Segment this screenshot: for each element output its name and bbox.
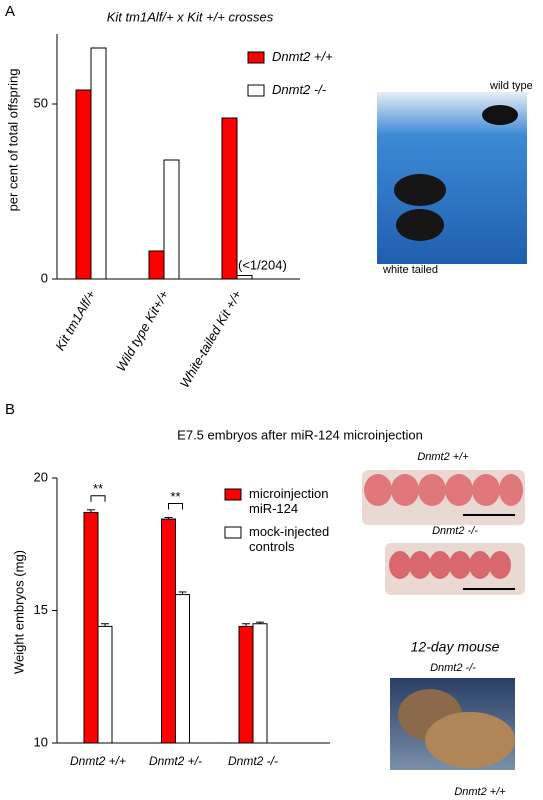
embryos <box>389 551 511 579</box>
legend-box: Dnmt2 -/- <box>272 82 327 97</box>
bar <box>75 89 92 280</box>
x-tick-label: Dnmt2 +/- <box>149 754 202 768</box>
y-tick-label: 15 <box>34 602 48 617</box>
bar <box>175 594 190 744</box>
bar <box>236 275 253 280</box>
bar <box>221 117 238 280</box>
image-label: Dnmt2 -/- <box>432 525 478 537</box>
legend-swatch <box>224 526 242 539</box>
bar <box>83 511 99 744</box>
image-label: wild type <box>489 80 533 92</box>
legend-box: microinjection miR-124 <box>249 486 329 516</box>
y-tick-label: 0 <box>41 270 48 285</box>
panel-label: B <box>5 401 15 418</box>
image-label: Dnmt2 +/+ <box>417 451 469 463</box>
significance-bracket <box>90 495 106 502</box>
mouse <box>394 174 446 206</box>
legend-swatch <box>247 84 265 97</box>
bar <box>252 623 268 744</box>
significance-label: ** <box>170 489 180 504</box>
image-label: 12-day mouse <box>411 639 500 655</box>
y-tick-label: 10 <box>34 734 48 749</box>
error-bar <box>256 621 264 624</box>
y-tick-label: 50 <box>34 95 48 110</box>
error-bar <box>164 516 173 520</box>
significance-label: ** <box>93 481 103 496</box>
embryos <box>364 474 523 506</box>
legend-box: Dnmt2 +/+ <box>272 49 333 64</box>
image-label: Dnmt2 +/+ <box>454 786 506 798</box>
legend-label: mock-injected controls <box>249 524 330 554</box>
legend-swatch <box>224 488 242 501</box>
image-label: Dnmt2 -/- <box>430 662 476 674</box>
annotation: (<1/204) <box>238 257 287 272</box>
x-tick-label: Dnmt2 +/+ <box>70 754 126 768</box>
error-bar <box>178 591 187 595</box>
error-bar <box>101 623 109 627</box>
y-axis-label: Weight embryos (mg) <box>11 550 26 674</box>
bar <box>161 518 176 744</box>
x-tick-label: White-tailed Kit +/+ <box>177 287 245 390</box>
x-tick-label: Wild type Kit+/+ <box>113 287 172 374</box>
bar <box>238 625 254 744</box>
y-axis-label: per cent of total offspring <box>5 69 20 212</box>
x-tick-label: Dnmt2 -/- <box>228 754 278 768</box>
legend-label: Dnmt2 -/- <box>272 82 327 97</box>
legend-box: mock-injected controls <box>249 524 330 554</box>
x-tick-label: Kit tm1Alf/+ <box>52 287 99 353</box>
chart-title: Kit tm1Alf/+ x Kit +/+ crosses <box>107 9 274 24</box>
y-tick-label: 20 <box>34 469 48 484</box>
error-bar <box>242 623 250 627</box>
bar <box>90 47 107 280</box>
pup <box>425 712 515 768</box>
legend-label: microinjection miR-124 <box>249 486 329 516</box>
mouse <box>482 105 518 125</box>
bar <box>148 250 165 280</box>
legend-label: Dnmt2 +/+ <box>272 49 333 64</box>
image-label: white tailed <box>382 264 438 276</box>
significance-bracket <box>168 502 183 510</box>
bar <box>97 625 113 744</box>
chart-title: E7.5 embryos after miR-124 microinjectio… <box>177 427 423 442</box>
error-bar <box>87 509 95 513</box>
legend-swatch <box>247 51 265 64</box>
bar <box>163 159 180 280</box>
mouse <box>396 209 444 241</box>
panel-label: A <box>5 3 15 20</box>
